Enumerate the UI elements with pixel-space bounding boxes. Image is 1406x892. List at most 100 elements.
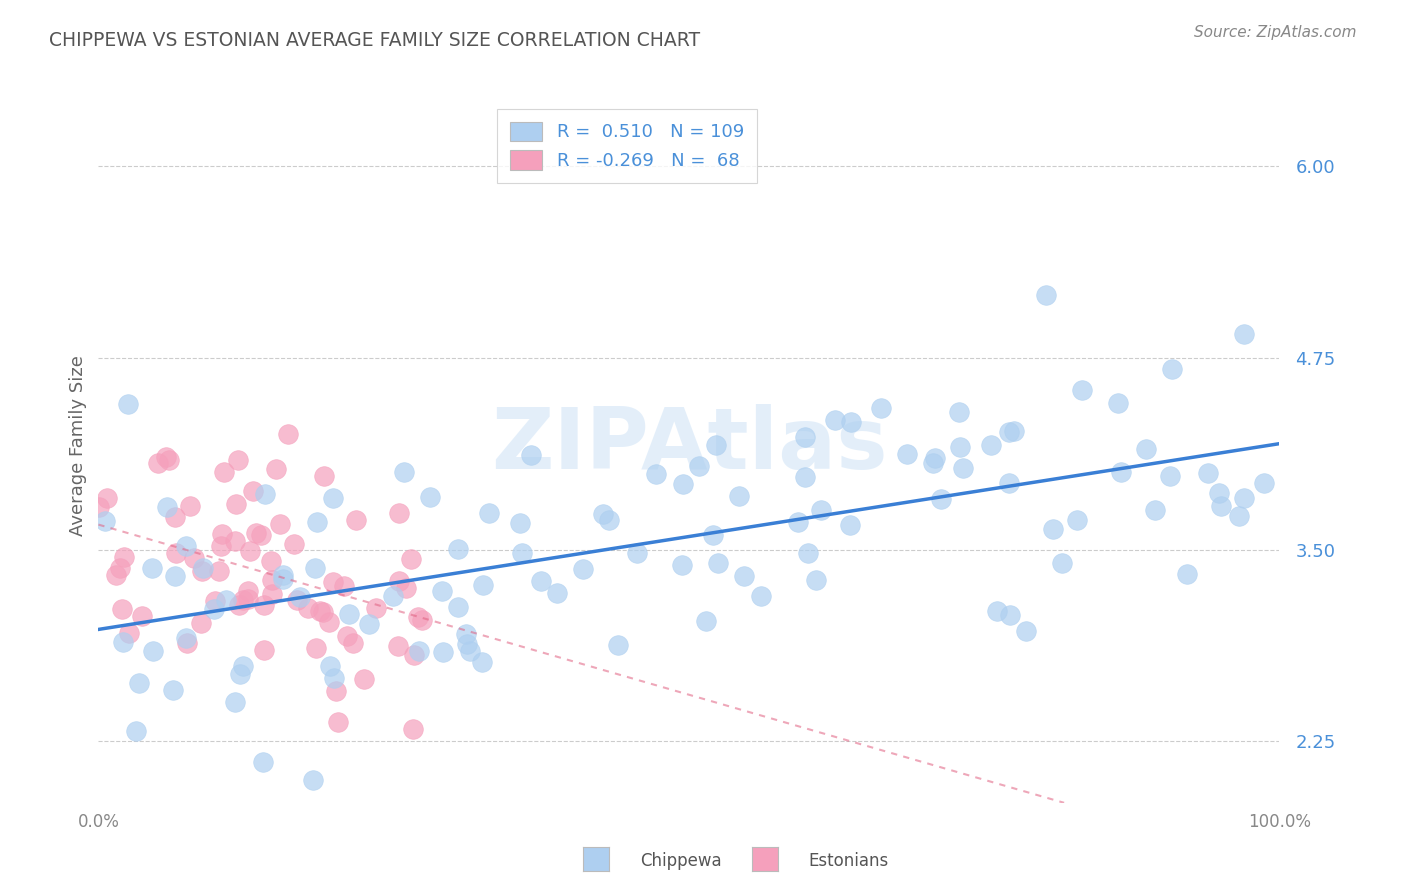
Point	[322, 575, 344, 590]
Point	[337, 607, 360, 621]
Point	[456, 637, 478, 651]
Point	[249, 527, 271, 541]
Point	[1002, 425, 1025, 439]
Point	[319, 658, 342, 673]
Point	[174, 539, 197, 553]
Point	[288, 590, 311, 604]
Point	[1161, 362, 1184, 376]
Legend: R =  0.510   N = 109, R = -0.269   N =  68: R = 0.510 N = 109, R = -0.269 N = 68	[498, 109, 756, 183]
Point	[165, 569, 187, 583]
Point	[671, 558, 693, 572]
Point	[224, 695, 246, 709]
Point	[948, 404, 970, 418]
Point	[224, 534, 246, 549]
Point	[156, 500, 179, 514]
Point	[260, 554, 283, 568]
Point	[998, 425, 1021, 439]
Point	[1197, 467, 1219, 481]
Point	[1233, 491, 1256, 506]
Text: Estonians: Estonians	[808, 852, 889, 870]
Point	[209, 539, 232, 553]
Point	[141, 561, 163, 575]
Point	[530, 574, 553, 589]
Point	[260, 573, 283, 587]
Point	[304, 561, 326, 575]
Point	[839, 518, 862, 533]
Point	[1111, 465, 1133, 479]
Point	[896, 447, 918, 461]
Point	[325, 684, 347, 698]
Point	[387, 639, 409, 653]
Point	[419, 490, 441, 504]
Text: ZIPAtlas: ZIPAtlas	[491, 404, 887, 488]
Point	[232, 659, 254, 673]
Point	[1159, 469, 1181, 483]
Y-axis label: Average Family Size: Average Family Size	[69, 356, 87, 536]
Point	[87, 500, 110, 515]
Point	[228, 667, 250, 681]
Point	[271, 567, 294, 582]
Point	[305, 515, 328, 529]
Point	[929, 491, 952, 506]
Point	[381, 589, 404, 603]
Point	[520, 448, 543, 462]
Point	[342, 636, 364, 650]
Point	[388, 574, 411, 588]
Point	[112, 549, 135, 564]
Point	[183, 550, 205, 565]
Point	[208, 564, 231, 578]
Point	[733, 569, 755, 583]
Text: CHIPPEWA VS ESTONIAN AVERAGE FAMILY SIZE CORRELATION CHART: CHIPPEWA VS ESTONIAN AVERAGE FAMILY SIZE…	[49, 31, 700, 50]
Point	[271, 572, 294, 586]
Point	[388, 506, 411, 520]
Point	[165, 546, 187, 560]
Point	[408, 644, 430, 658]
Point	[841, 415, 863, 429]
Point	[225, 497, 247, 511]
Point	[283, 537, 305, 551]
Point	[432, 645, 454, 659]
Point	[110, 561, 132, 575]
Point	[546, 586, 568, 600]
Point	[1015, 624, 1038, 639]
Point	[572, 562, 595, 576]
Point	[211, 527, 233, 541]
Point	[645, 467, 668, 482]
Point	[1035, 288, 1057, 302]
Point	[1135, 442, 1157, 456]
Point	[308, 604, 330, 618]
Point	[179, 500, 201, 514]
Point	[702, 528, 724, 542]
Point	[870, 401, 893, 416]
Point	[404, 648, 426, 662]
Point	[406, 610, 429, 624]
Point	[253, 487, 276, 501]
Point	[124, 723, 146, 738]
Point	[260, 587, 283, 601]
Point	[236, 583, 259, 598]
Point	[810, 502, 832, 516]
Point	[1042, 522, 1064, 536]
Text: Chippewa: Chippewa	[640, 852, 721, 870]
Point	[322, 491, 344, 506]
Point	[626, 546, 648, 560]
Point	[1175, 566, 1198, 581]
Point	[318, 615, 340, 629]
Point	[509, 516, 531, 531]
Point	[401, 723, 423, 737]
Point	[269, 516, 291, 531]
Point	[598, 512, 620, 526]
Point	[305, 641, 328, 656]
Point	[399, 551, 422, 566]
Point	[471, 655, 494, 669]
Point	[1208, 486, 1230, 500]
Point	[922, 456, 945, 470]
Point	[277, 427, 299, 442]
Point	[728, 489, 751, 503]
Point	[924, 450, 946, 465]
Point	[191, 561, 214, 575]
Point	[688, 458, 710, 473]
Point	[986, 604, 1008, 618]
Point	[297, 601, 319, 615]
Point	[111, 634, 134, 648]
